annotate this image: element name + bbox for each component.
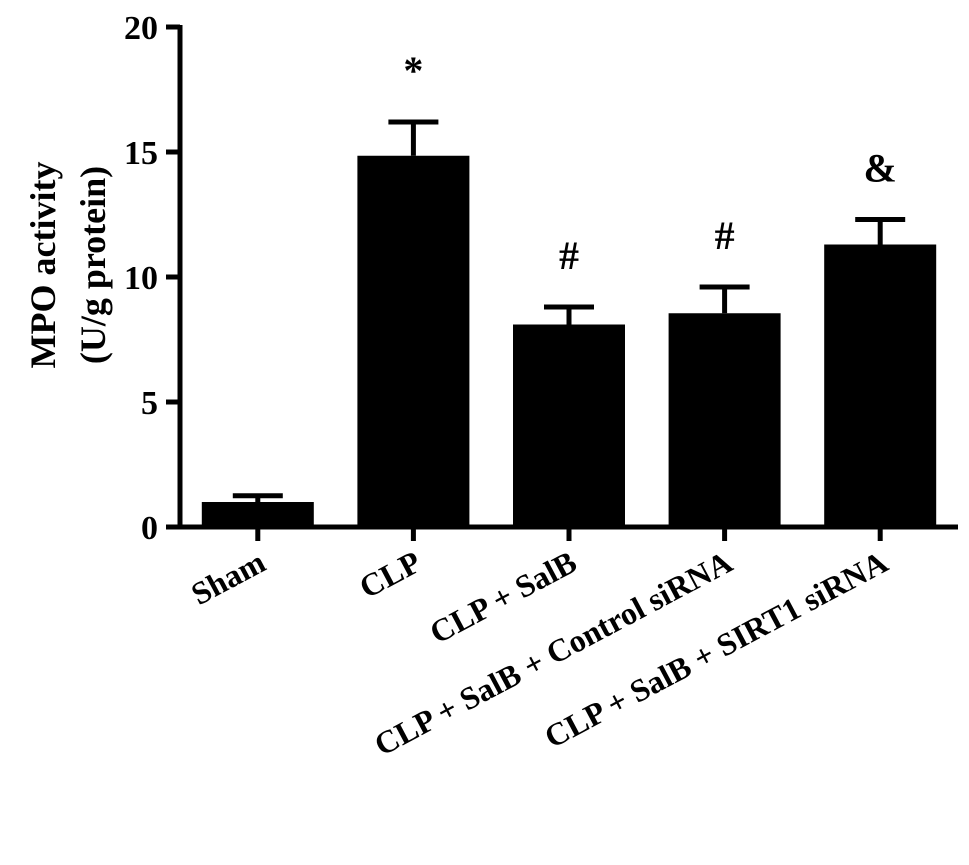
y-tick-label: 0 (141, 510, 158, 547)
x-tick-label: Sham (185, 543, 271, 612)
significance-marker: & (864, 146, 897, 191)
y-axis-title: MPO activity (U/g protein) (23, 162, 113, 369)
y-tick-label: 10 (124, 260, 158, 297)
significance-markers: * # # & (403, 48, 896, 278)
bar (824, 244, 937, 527)
y-tick-label: 20 (124, 10, 158, 47)
bar (668, 313, 781, 527)
bar (357, 155, 470, 527)
significance-marker: * (403, 48, 423, 93)
bar (513, 324, 625, 527)
error-bars (232, 119, 906, 502)
y-tick-label: 15 (124, 135, 158, 172)
significance-marker: # (715, 213, 735, 258)
significance-marker: # (559, 233, 579, 278)
x-axis (178, 524, 958, 541)
y-axis: 0 5 10 15 20 (124, 10, 183, 547)
y-axis-title-line2: (U/g protein) (73, 166, 113, 364)
bar (201, 502, 314, 527)
y-axis-title-line1: MPO activity (23, 162, 63, 369)
bars (201, 155, 937, 527)
x-tick-label: CLP (353, 543, 426, 605)
y-tick-label: 5 (141, 385, 158, 422)
